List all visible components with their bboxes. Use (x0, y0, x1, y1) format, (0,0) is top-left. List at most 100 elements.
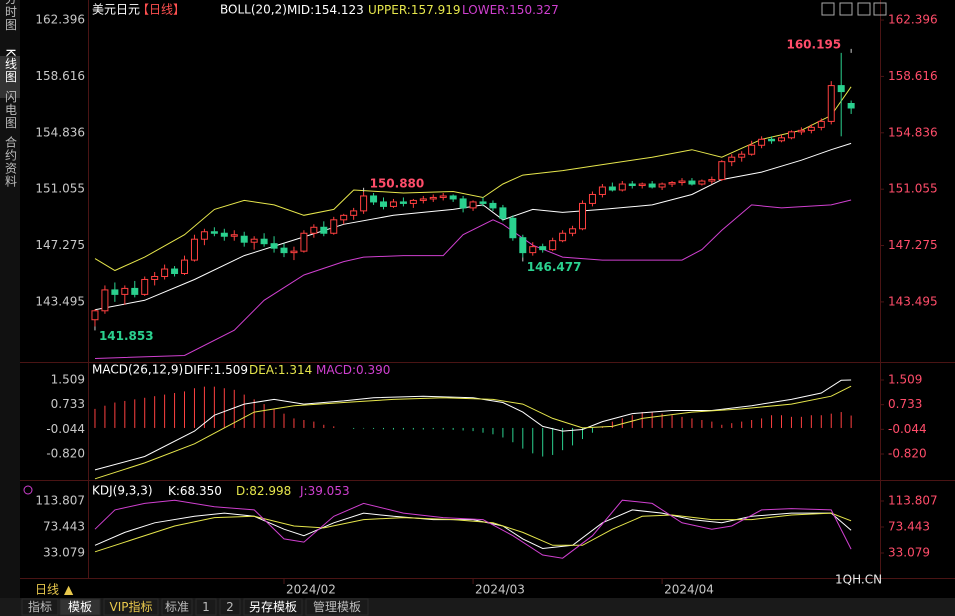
tab[interactable] (161, 598, 193, 616)
candle-body (817, 120, 825, 128)
y-tick-label-right: 73.443 (888, 519, 930, 533)
footer-period[interactable]: 日线 (35, 583, 59, 597)
y-tick-label: 151.055 (35, 182, 85, 196)
legend-value: 39.053 (308, 484, 350, 498)
sidebar-tab-active (0, 56, 20, 98)
candle-body (529, 246, 537, 254)
y-tick-label: 162.396 (35, 13, 85, 27)
tab-label[interactable]: 管理模板 (313, 599, 361, 614)
legend-name: DIFF: (184, 363, 214, 377)
tab[interactable] (243, 598, 303, 616)
tab[interactable] (305, 598, 369, 616)
legend-name: LOWER: (462, 3, 509, 17)
indicator: BOLL(20,2) (220, 3, 287, 17)
candle-body (300, 232, 308, 252)
candle-body (250, 238, 258, 243)
tab-label[interactable]: 标准 (165, 600, 189, 614)
candle-body (380, 201, 388, 207)
footer-arrow[interactable]: ▲ (64, 583, 74, 597)
candle-body (101, 289, 109, 312)
candle-body (290, 250, 298, 254)
candle-body (519, 237, 527, 254)
tab[interactable] (21, 598, 59, 616)
candle-body (738, 153, 746, 158)
y-tick-label-right: 151.055 (888, 182, 938, 196)
window-icons[interactable] (821, 2, 887, 16)
sidebar-tab[interactable]: 合约资料 (4, 135, 18, 188)
candle-body (200, 231, 208, 240)
indicator-line (94, 499, 852, 559)
tab-label[interactable]: 2 (226, 600, 234, 614)
candle-body (419, 198, 427, 201)
candle-body (688, 180, 696, 185)
candle-body (171, 268, 179, 275)
candle-body (698, 180, 706, 185)
tab-label[interactable]: 指标 (28, 599, 52, 614)
y-tick-label-right: 143.495 (888, 294, 938, 308)
legend-item: LOWER:150.327 (462, 3, 559, 17)
candle-body (837, 85, 845, 93)
legend-item: MID:154.123 (287, 3, 364, 17)
macd-title: MACD(26,12,9) (92, 363, 183, 377)
period: 【日线】 (137, 3, 185, 17)
candle-body (121, 287, 129, 295)
symbol: 美元日元 (92, 3, 140, 17)
candle-body (439, 195, 447, 198)
sidebar-tab[interactable]: 闪电图 (4, 90, 18, 129)
candle-body (280, 247, 288, 254)
tab[interactable] (219, 598, 241, 616)
y-tick-label: 33.079 (43, 545, 85, 559)
y-tick-label-right: 147.275 (888, 238, 938, 252)
y-tick-label-right: -0.044 (888, 422, 927, 436)
tab-label[interactable]: 1 (202, 600, 210, 614)
legend-name: MID: (287, 3, 314, 17)
y-tick-label: 1.509 (51, 373, 85, 387)
sidebar-tab[interactable]: 分时图 (4, 0, 18, 32)
y-tick-label-right: 154.836 (888, 125, 938, 139)
indicator-line (94, 379, 852, 471)
tab-label[interactable]: 模板 (68, 600, 92, 614)
candle-body (797, 129, 805, 133)
candle-body (91, 310, 99, 321)
candle-body (768, 138, 776, 142)
tab[interactable] (195, 598, 217, 616)
candle-body (181, 259, 189, 275)
kdj-icon[interactable] (23, 485, 33, 495)
candle-body (370, 195, 378, 203)
legend-item: UPPER:157.919 (368, 3, 460, 17)
legend-value: 82.998 (249, 484, 291, 498)
candle-body (350, 210, 358, 216)
candle-body (429, 196, 437, 200)
y-tick-label-right: 158.616 (888, 69, 938, 83)
candle-body (151, 275, 159, 280)
legend-name: DEA: (249, 363, 278, 377)
annotation: 150.880 (370, 176, 425, 190)
candle-body (648, 183, 656, 188)
candle-body (459, 198, 467, 209)
tab-label[interactable]: 另存模板 (249, 600, 297, 614)
tab[interactable] (103, 598, 159, 616)
watermark: 1QH.CN (835, 573, 882, 587)
candle-body (310, 226, 318, 234)
legend-name: UPPER: (368, 3, 411, 17)
annotation: 146.477 (527, 260, 582, 274)
y-tick-label-right: 0.733 (888, 397, 922, 411)
tab[interactable] (59, 598, 101, 616)
legend-name: D: (236, 484, 249, 498)
candle-body (360, 195, 368, 212)
candle-body (389, 201, 397, 207)
tab-label[interactable]: VIP指标 (110, 599, 153, 614)
candle-body (658, 183, 666, 188)
candle-body (777, 137, 785, 142)
candle-body (499, 207, 507, 219)
candle-body (569, 228, 577, 234)
panel-borders (20, 0, 955, 579)
legend-value: 0.390 (356, 363, 390, 377)
y-tick-label: 113.807 (35, 493, 85, 507)
indicator-line (94, 199, 852, 359)
candle-body (827, 85, 835, 122)
candle-body (708, 179, 716, 182)
y-tick-label-right: 33.079 (888, 545, 930, 559)
y-tick-label: -0.044 (46, 422, 85, 436)
sidebar-tab[interactable]: K线图 (4, 49, 18, 84)
